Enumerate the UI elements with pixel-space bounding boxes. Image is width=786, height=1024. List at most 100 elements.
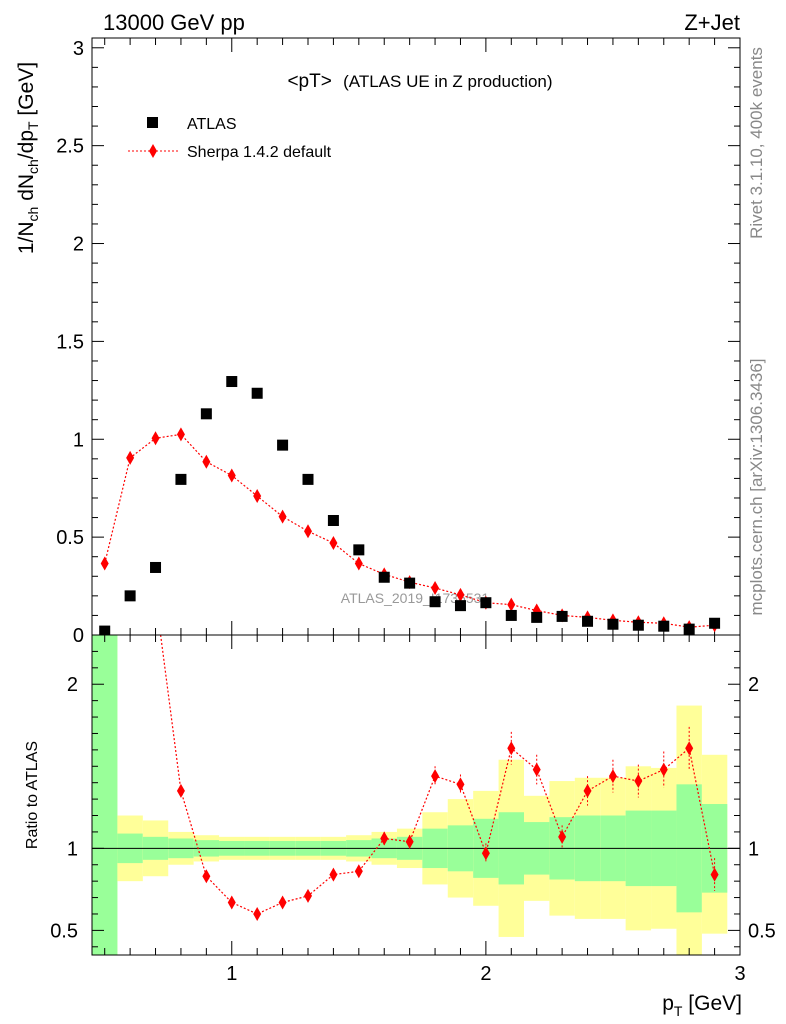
- atlas-point: [404, 577, 416, 589]
- atlas-point: [556, 610, 568, 622]
- main-panel: 0 0.5 1 1.5 2 2.5 3 ATLAS_2019_I1736531 <pT> (…: [15, 37, 741, 647]
- rivet-info-label: Rivet 3.1.10, 400k events: [747, 47, 766, 239]
- ratio-mc-point: [304, 888, 312, 903]
- x-tick-label: 3: [734, 963, 745, 985]
- uncertainty-bands: [92, 635, 728, 955]
- main-y-tick-label: 1.5: [56, 331, 84, 353]
- ratio-mc-point: [278, 895, 287, 910]
- ratio-mc-point: [608, 769, 617, 784]
- atlas-point: [378, 571, 390, 583]
- x-tick-label: 1: [226, 963, 237, 985]
- ratio-mc-point: [558, 829, 567, 844]
- main-y-axis: 0 0.5 1 1.5 2 2.5 3: [56, 38, 740, 647]
- mc-point: [151, 431, 160, 446]
- collision-label: 13000 GeV pp: [103, 10, 245, 35]
- atlas-point: [99, 625, 111, 637]
- main-y-tick-label: 0.5: [56, 527, 84, 549]
- ratio-y-tick-label-right: 0.5: [748, 920, 776, 942]
- main-y-tick-label: 3: [73, 38, 84, 60]
- mc-point: [354, 556, 363, 571]
- ratio-y-axis-title: Ratio to ATLAS: [24, 741, 41, 849]
- atlas-point: [607, 618, 619, 630]
- mc-point: [100, 556, 109, 571]
- ratio-mc-point: [481, 846, 490, 861]
- atlas-point: [454, 600, 466, 612]
- atlas-point: [709, 617, 721, 629]
- ratio-y-tick-label: 1: [67, 838, 78, 860]
- atlas-point: [150, 561, 162, 573]
- atlas-point: [353, 544, 365, 556]
- atlas-point: [175, 473, 187, 485]
- main-x-ticks: [104, 38, 741, 635]
- atlas-point: [327, 514, 339, 526]
- ratio-mc-point: [253, 906, 262, 921]
- ratio-mc-point: [380, 831, 389, 846]
- mc-point: [304, 524, 312, 539]
- ratio-mc-series: [160, 634, 719, 921]
- plot-title: <pT> (ATLAS UE in Z production): [287, 71, 552, 92]
- ratio-panel: 0.5 0.5 1 1 2 2 1 2 3 Ratio to ATLAS pT [GeV]: [24, 634, 776, 1019]
- mc-point: [278, 509, 287, 524]
- atlas-point: [200, 408, 212, 420]
- ratio-mc-point: [685, 741, 694, 756]
- mc-point: [507, 597, 516, 612]
- process-label: Z+Jet: [684, 10, 740, 35]
- main-y-axis-title: 1/Nch dNch/dpT [GeV]: [15, 62, 41, 254]
- ratio-y-tick-label: 2: [67, 674, 78, 696]
- main-y-tick-label: 1: [73, 429, 84, 451]
- atlas-point: [632, 619, 644, 631]
- atlas-point: [531, 611, 543, 623]
- atlas-point: [658, 620, 670, 632]
- mc-point: [253, 489, 262, 504]
- legend-atlas-label: ATLAS: [187, 116, 237, 133]
- analysis-watermark: ATLAS_2019_I1736531: [341, 590, 490, 606]
- ratio-mc-point: [176, 783, 185, 798]
- ratio-y-tick-label: 0.5: [50, 920, 78, 942]
- atlas-point: [480, 597, 492, 609]
- ratio-y-tick-label-right: 2: [748, 674, 759, 696]
- main-y-tick-label: 2: [73, 234, 84, 256]
- main-y-tick-label: 0: [73, 625, 84, 647]
- legend-mc-marker: [149, 144, 157, 158]
- atlas-point: [226, 376, 238, 388]
- ratio-mc-point: [532, 762, 541, 777]
- ratio-y-axis: 0.5 0.5 1 1 2 2: [50, 650, 776, 948]
- atlas-point: [302, 473, 314, 485]
- ratio-mc-point: [634, 774, 643, 789]
- legend-mc-label: Sherpa 1.4.2 default: [187, 144, 332, 161]
- ratio-mc-point: [659, 762, 668, 777]
- main-y-tick-label: 2.5: [56, 136, 84, 158]
- mc-point: [202, 454, 211, 469]
- plot-title-subtitle: (ATLAS UE in Z production): [343, 72, 552, 91]
- legend: ATLAS Sherpa 1.4.2 default: [128, 116, 332, 161]
- ratio-mc-point: [456, 777, 465, 792]
- x-axis-title: pT [GeV]: [662, 992, 742, 1019]
- atlas-series: [99, 376, 721, 637]
- mc-point: [176, 427, 185, 442]
- ratio-y-tick-label-right: 1: [748, 838, 759, 860]
- ratio-mc-point: [202, 869, 211, 884]
- ratio-mc-point: [710, 867, 719, 882]
- mc-point: [227, 468, 236, 483]
- mc-point: [456, 587, 465, 602]
- atlas-point: [277, 439, 289, 451]
- ratio-mc-point: [329, 867, 338, 882]
- ratio-mc-point: [227, 895, 236, 910]
- ratio-mc-point: [507, 741, 516, 756]
- ratio-x-axis: 1 2 3: [104, 635, 746, 985]
- ratio-mc-point: [431, 769, 440, 784]
- ratio-mc-point: [354, 864, 363, 879]
- ratio-mc-point: [405, 834, 414, 849]
- band-inner: [92, 635, 118, 955]
- atlas-point: [251, 387, 263, 399]
- atlas-point: [683, 623, 695, 635]
- mc-point: [126, 450, 135, 465]
- mc-point: [431, 581, 440, 596]
- plot-title-main: <pT>: [287, 71, 331, 92]
- atlas-point: [124, 590, 136, 602]
- mc-point: [329, 536, 338, 551]
- atlas-point: [429, 596, 441, 608]
- atlas-point: [505, 609, 517, 621]
- x-tick-label: 2: [480, 963, 491, 985]
